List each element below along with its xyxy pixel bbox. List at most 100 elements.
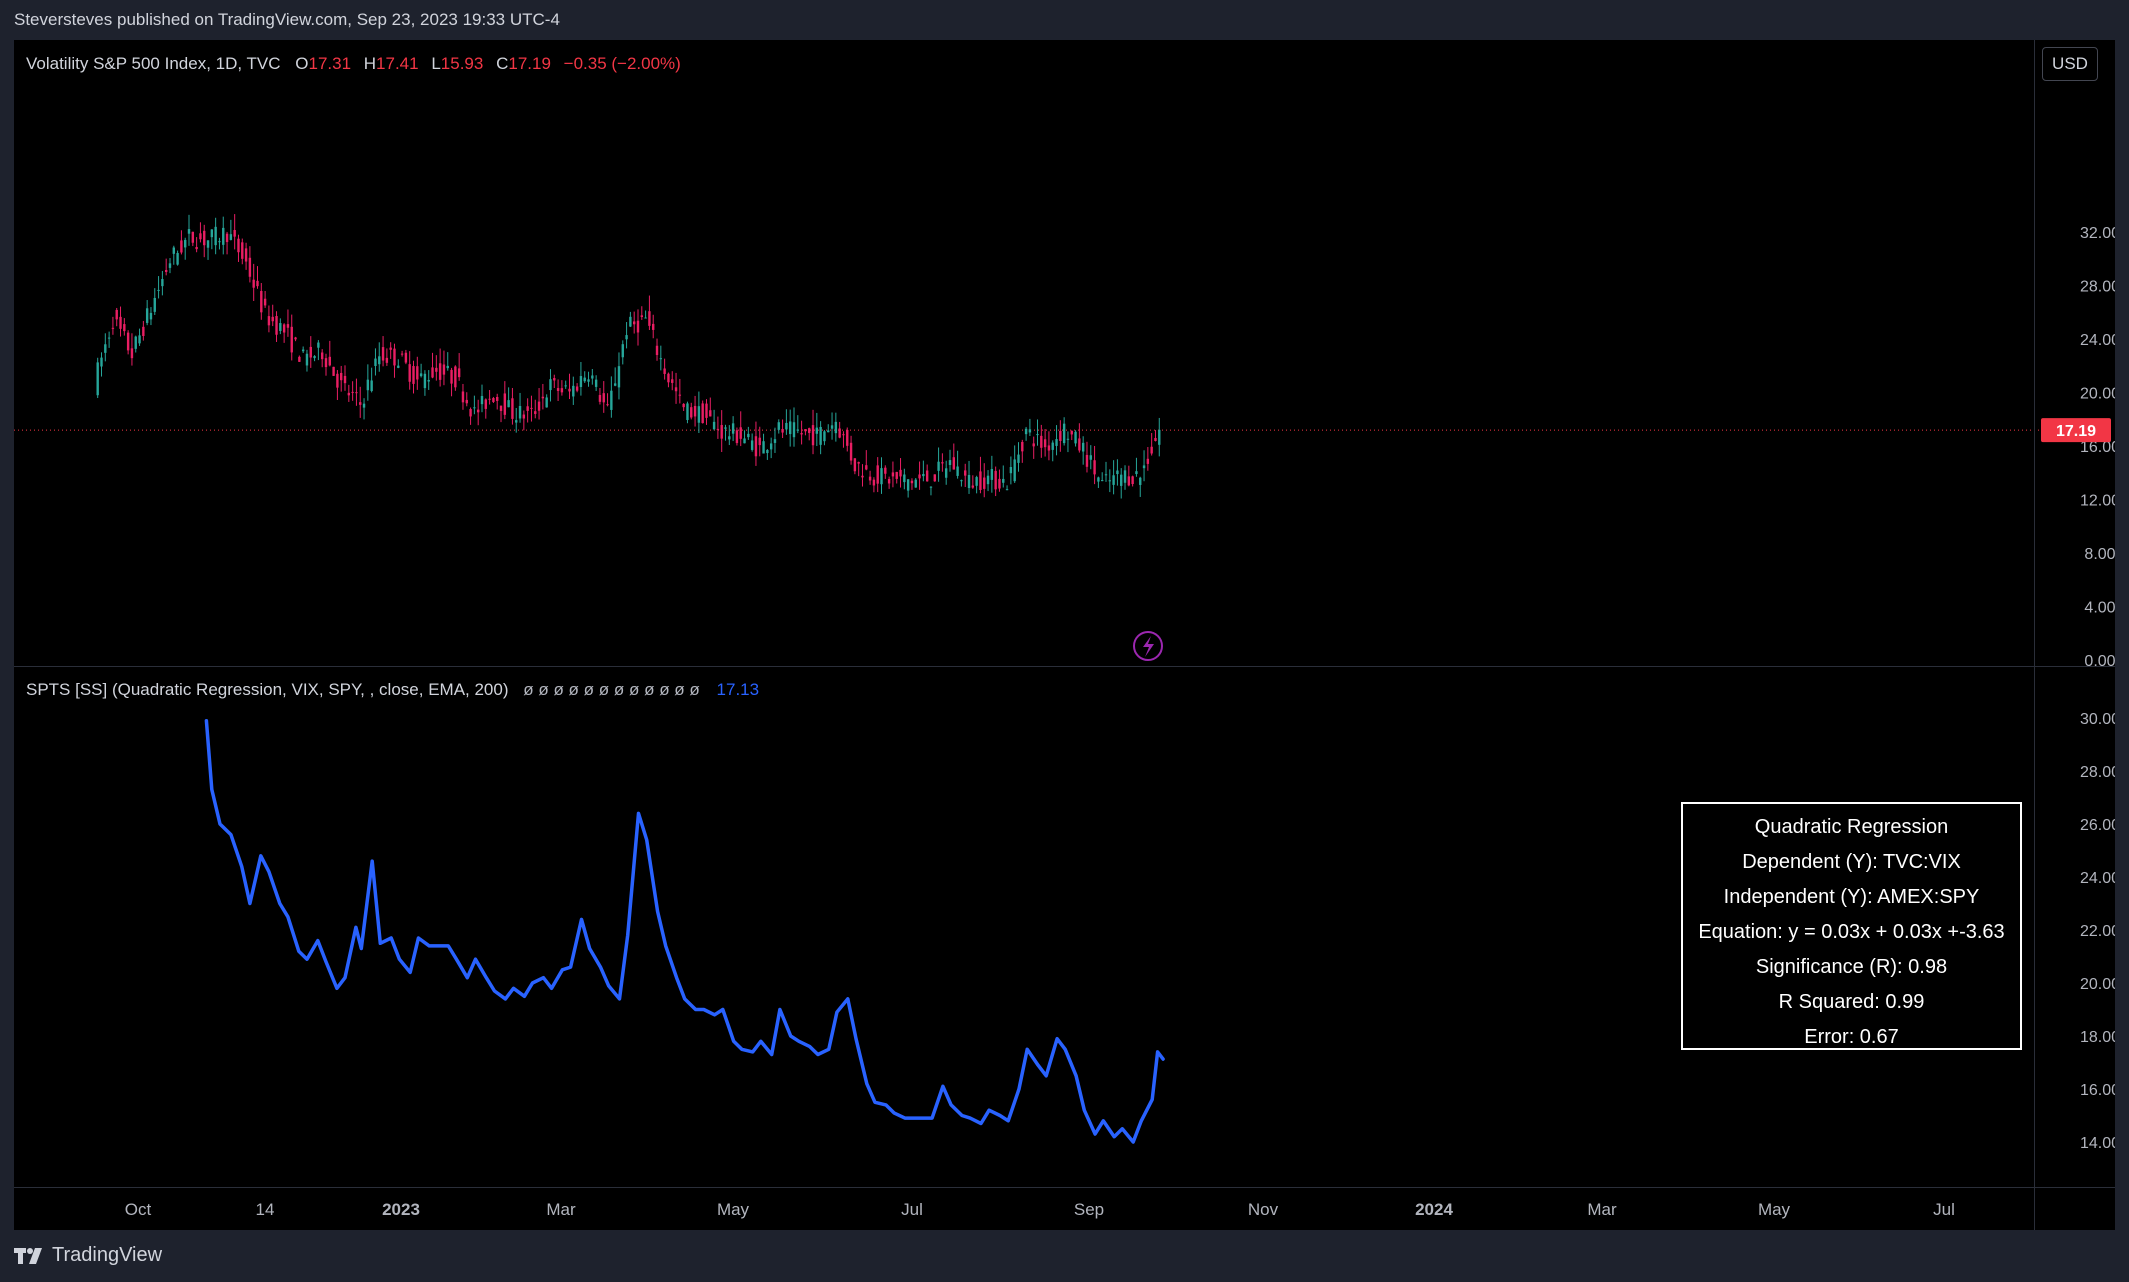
main-legend[interactable]: Volatility S&P 500 Index, 1D, TVC O17.31… [26,54,681,74]
candle-body [857,462,860,464]
currency-button[interactable]: USD [2042,47,2098,81]
candle-body [1123,470,1127,483]
candle-body [895,471,898,479]
candle-body [157,289,160,291]
candle-body [827,430,830,433]
candle-body [758,437,761,446]
indicator-legend[interactable]: SPTS [SS] (Quadratic Regression, VIX, SP… [26,680,759,700]
candle-body [446,365,449,369]
candle-body [918,474,921,479]
candle-body [762,441,765,454]
candle-body [271,316,274,322]
candle-body [176,253,179,265]
candle-body [461,391,465,403]
tradingview-logo[interactable]: TradingView [14,1244,162,1267]
candle-body [769,443,773,450]
time-tick-label: 14 [256,1200,275,1219]
candle-body [948,460,952,465]
candle-body [1036,434,1039,436]
candle-body [438,363,442,380]
candle-body [602,393,605,403]
stats-significance: Significance (R): 0.98 [1755,956,1948,978]
candle-body [187,229,191,234]
candle-body [1040,435,1043,448]
candle-body [872,479,876,486]
indicator-title: SPTS [SS] (Quadratic Regression, VIX, SP… [26,680,509,699]
candle-body [317,342,320,348]
legend-change: −0.35 (−2.00%) [563,54,681,73]
pane-divider[interactable] [14,666,2115,667]
indicator-pane[interactable]: 30.00 28.00 26.00 24.00 22.00 20.00 18.00 16.00… [14,667,2115,1187]
candle-body [1032,443,1035,447]
candle-body [906,479,910,491]
candle-body [556,388,560,391]
candle-body [419,373,423,377]
candle-body [454,366,457,388]
candle-body [503,393,507,415]
candle-body [1047,445,1051,451]
candle-body [682,403,685,408]
candle-body [553,378,556,381]
candle-body [111,327,115,329]
candle-body [96,362,99,396]
candle-body [138,335,141,344]
publish-info: Steversteves published on TradingView.co… [14,10,560,29]
candle-body [229,234,233,240]
candle-body [123,324,126,332]
candle-body [781,428,784,433]
candle-body [967,474,971,489]
candle-body [846,430,849,446]
candle-body [328,356,331,366]
indicator-tick-label: 22.00 [2080,923,2115,940]
candle-body [336,373,339,388]
price-tick-label: 8.00 [2084,546,2115,563]
candle-body [457,368,461,378]
candle-body [849,442,853,461]
candle-body [1116,470,1119,475]
candle-body [583,377,586,382]
price-pane[interactable]: 32.00 28.00 24.00 20.00 16.00 12.00 8.00 4.00 0.… [14,40,2115,666]
candle-body [937,461,940,471]
time-tick-label: Nov [1248,1200,1279,1219]
legend-open: 17.31 [308,54,352,73]
candle-body [465,399,468,404]
candle-body [404,352,408,363]
candle-body [294,337,297,340]
candle-body [100,357,103,367]
candle-body [248,257,252,277]
candle-body [838,428,841,438]
candle-body [1059,430,1062,441]
candle-body [496,396,499,401]
candle-body [925,470,929,482]
candle-body [629,316,632,327]
candle-body [830,425,834,429]
time-axis[interactable]: Oct 14 2023 Mar May Jul Sep Nov 2024 Mar May Jul [14,1188,2115,1230]
time-tick-label: May [1758,1200,1791,1219]
candle-body [808,428,811,433]
time-tick-label: Jul [901,1200,923,1219]
indicator-tick-label: 14.00 [2080,1135,2115,1152]
price-tick-label: 4.00 [2084,600,2115,617]
candle-body [983,477,986,489]
candle-body [206,240,210,248]
candle-body [568,388,571,392]
candle-body [731,423,735,434]
candle-body [1104,474,1108,476]
candle-body [796,429,800,431]
stats-dependent: Dependent (Y): TVC:VIX [1742,851,1961,873]
candle-body [572,385,575,397]
candle-body [887,479,891,484]
legend-close-label: C [496,54,509,73]
price-tick-label: 16.00 [2080,439,2115,456]
candle-body [1005,489,1009,491]
stats-equation: Equation: y = 0.03x + 0.03x +-3.63 [1698,921,2005,943]
candle-body [332,366,335,376]
candle-body [811,425,815,446]
candle-body [1017,454,1020,463]
time-tick-label: 2024 [1415,1200,1453,1219]
candle-body [320,352,324,360]
legend-close: 17.19 [508,54,551,73]
candle-body [351,391,354,393]
candle-body [393,348,396,366]
candle-body [530,407,533,409]
